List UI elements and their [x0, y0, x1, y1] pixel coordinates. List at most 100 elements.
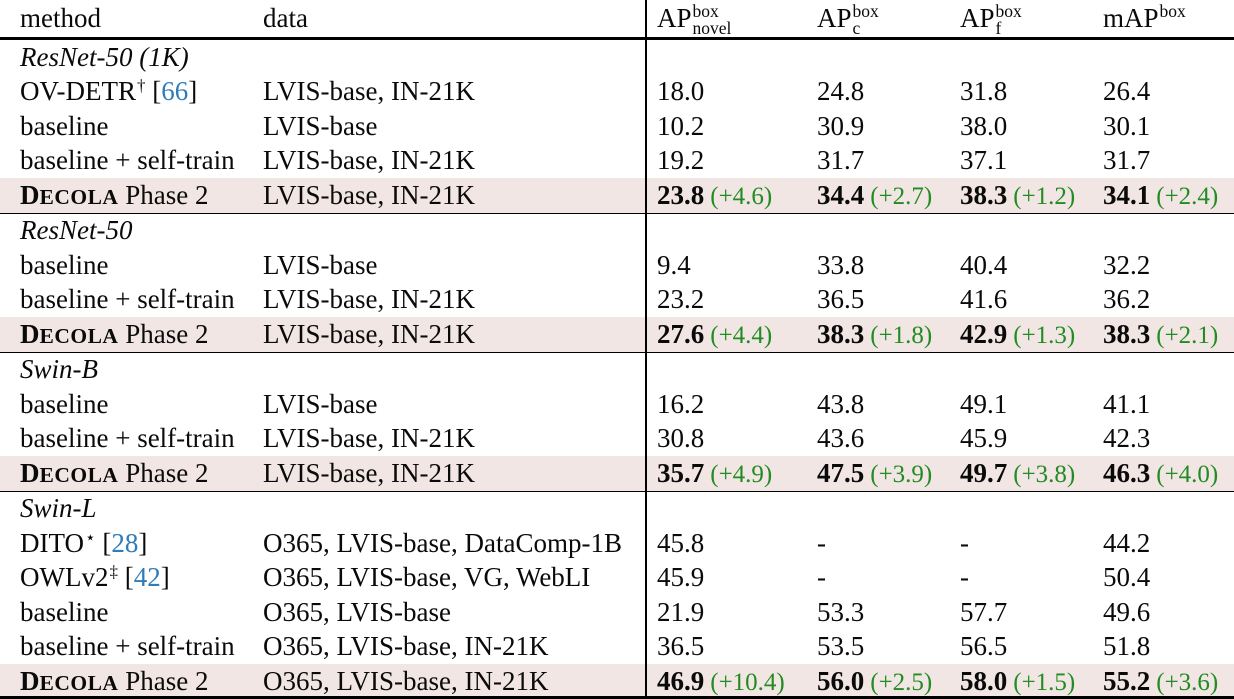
metric-value: 36.2	[1103, 284, 1151, 315]
table-row: baseline + self-train LVIS-base, IN-21K 30…	[0, 422, 1234, 457]
metric-superscript: box	[852, 1, 879, 22]
metric-cell: 32.2	[1103, 250, 1234, 281]
metric-value: 42.3	[1103, 423, 1151, 454]
metric-value: 35.7	[657, 457, 705, 488]
table-row: baseline LVIS-base 10.2 30.9 38.0 30.1	[0, 109, 1234, 144]
metric-cell: 34.1 (+2.4)	[1103, 180, 1234, 211]
citation-bracket-open: [	[145, 76, 162, 107]
section-label-row: Swin-L	[0, 492, 1234, 527]
metric-cell: 53.3	[817, 597, 960, 628]
metric-cell: -	[817, 562, 960, 593]
training-data-cell: LVIS-base, IN-21K	[263, 457, 475, 488]
citation-link[interactable]: 42	[133, 562, 161, 593]
training-data-cell: LVIS-base	[263, 249, 378, 280]
metric-cell: 31.7	[1103, 145, 1234, 176]
method-brand-initial: D	[20, 457, 40, 488]
citation-link[interactable]: 66	[161, 76, 189, 107]
training-data-cell: LVIS-base	[263, 388, 378, 419]
metric-cell: 45.9	[645, 562, 817, 593]
method-brand-initial: D	[20, 318, 40, 349]
metric-cell: 23.8 (+4.6)	[645, 180, 817, 211]
section-label: Swin-B	[20, 354, 98, 385]
metric-delta-value: (+2.1)	[1156, 321, 1219, 349]
method-cell: baseline	[0, 250, 263, 281]
method-cell: baseline	[0, 111, 263, 142]
metric-value: 44.2	[1103, 527, 1151, 558]
method-name: baseline + self-train	[20, 423, 235, 454]
method-cell: baseline + self-train	[0, 145, 263, 176]
metric-cell: 36.2	[1103, 284, 1234, 315]
metric-subscript: f	[995, 17, 1002, 38]
metric-cell: 42.3	[1103, 423, 1234, 454]
metric-cell: -	[960, 562, 1103, 593]
metric-value: 58.0	[960, 665, 1008, 696]
table-row: baseline + self-train LVIS-base, IN-21K 23…	[0, 283, 1234, 318]
metric-value: 51.8	[1103, 631, 1151, 662]
metric-value: 30.1	[1103, 110, 1151, 141]
table-row: DECOLA Phase 2 O365, LVIS-base, IN-21K 46.…	[0, 664, 1234, 699]
metric-cell: 21.9	[645, 597, 817, 628]
metric-value: 43.6	[817, 423, 865, 454]
metric-value: 18.0	[657, 76, 705, 107]
table-row: baseline + self-train LVIS-base, IN-21K 19…	[0, 144, 1234, 179]
metric-value: 27.6	[657, 318, 705, 349]
metric-cell: 50.4	[1103, 562, 1234, 593]
metric-cell: 38.3 (+1.2)	[960, 180, 1103, 211]
training-data-cell: LVIS-base, IN-21K	[263, 423, 475, 454]
metric-value: 53.3	[817, 596, 865, 627]
column-divider-rule	[645, 0, 647, 696]
metric-delta-value: (+3.8)	[1013, 460, 1076, 488]
method-cell: DECOLA Phase 2	[0, 458, 263, 489]
metric-superscript: box	[1159, 1, 1186, 22]
metric-value: 45.9	[960, 423, 1008, 454]
metric-value: 38.3	[817, 318, 865, 349]
metric-value: 38.3	[1103, 318, 1151, 349]
section-label: ResNet-50	[20, 215, 133, 246]
metric-cell: 38.3 (+2.1)	[1103, 319, 1234, 350]
column-header-ap-f: AP box f	[960, 2, 1103, 38]
method-cell: baseline + self-train	[0, 284, 263, 315]
metric-cell: 44.2	[1103, 528, 1234, 559]
method-footnote-mark: ⋆	[85, 527, 96, 547]
metric-cell: 30.8	[645, 423, 817, 454]
metric-cell: 49.7 (+3.8)	[960, 458, 1103, 489]
method-cell: baseline	[0, 597, 263, 628]
table-header-row: method data AP box novel AP box c AP box f mAP…	[0, 0, 1234, 40]
training-data-cell: O365, LVIS-base	[263, 596, 451, 627]
metric-cell: 31.7	[817, 145, 960, 176]
metric-cell: 42.9 (+1.3)	[960, 319, 1103, 350]
metric-cell: 36.5	[817, 284, 960, 315]
metric-delta-value: (+1.5)	[1013, 668, 1076, 696]
metric-value: 31.7	[1103, 145, 1151, 176]
metric-value: 23.8	[657, 179, 705, 210]
table-row: OWLv2‡ [42] O365, LVIS-base, VG, WebLI 45.…	[0, 561, 1234, 596]
metric-base-label: mAP	[1103, 3, 1159, 33]
metric-delta-value: (+2.4)	[1156, 182, 1219, 210]
section-label-row: Swin-B	[0, 353, 1234, 388]
method-cell: DITO⋆ [28]	[0, 528, 263, 559]
metric-cell: 37.1	[960, 145, 1103, 176]
citation-link[interactable]: 28	[111, 527, 139, 558]
training-data-cell: O365, LVIS-base, IN-21K	[263, 665, 549, 696]
table-row: baseline + self-train O365, LVIS-base, IN…	[0, 630, 1234, 665]
method-cell: baseline + self-train	[0, 423, 263, 454]
metric-value: 38.3	[960, 179, 1008, 210]
metric-value: 50.4	[1103, 562, 1151, 593]
method-cell: DECOLA Phase 2	[0, 180, 263, 211]
metric-value: -	[817, 527, 826, 558]
method-footnote-mark: †	[137, 76, 146, 96]
training-data-cell: O365, LVIS-base, IN-21K	[263, 631, 549, 662]
method-cell: OV-DETR† [66]	[0, 76, 263, 107]
method-cell: OWLv2‡ [42]	[0, 562, 263, 593]
method-name: baseline + self-train	[20, 631, 235, 662]
table-row: OV-DETR† [66] LVIS-base, IN-21K 18.0 24.8 31…	[0, 75, 1234, 110]
metric-cell: 41.6	[960, 284, 1103, 315]
table-bottom-rule	[0, 696, 1234, 699]
metric-value: 56.5	[960, 631, 1008, 662]
citation-bracket-close: ]	[188, 76, 198, 107]
method-brand-initial: D	[20, 179, 40, 210]
metric-value: 47.5	[817, 457, 865, 488]
metric-value: 23.2	[657, 284, 705, 315]
metric-delta-value: (+4.0)	[1156, 460, 1219, 488]
metric-value: -	[960, 562, 969, 593]
